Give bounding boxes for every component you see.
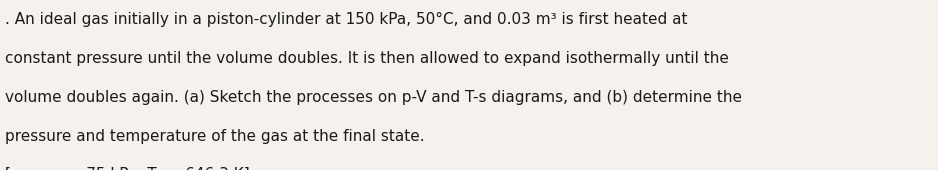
Text: [ans: p₃ = 75 kPa; T₃ = 646.3 K]: [ans: p₃ = 75 kPa; T₃ = 646.3 K]: [5, 167, 250, 170]
Text: . An ideal gas initially in a piston-cylinder at 150 kPa, 50°C, and 0.03 m³ is f: . An ideal gas initially in a piston-cyl…: [5, 12, 688, 27]
Text: pressure and temperature of the gas at the final state.: pressure and temperature of the gas at t…: [5, 129, 424, 144]
Text: volume doubles again. (a) Sketch the processes on p-V and T-s diagrams, and (b) : volume doubles again. (a) Sketch the pro…: [5, 90, 742, 105]
Text: constant pressure until the volume doubles. It is then allowed to expand isother: constant pressure until the volume doubl…: [5, 51, 729, 66]
